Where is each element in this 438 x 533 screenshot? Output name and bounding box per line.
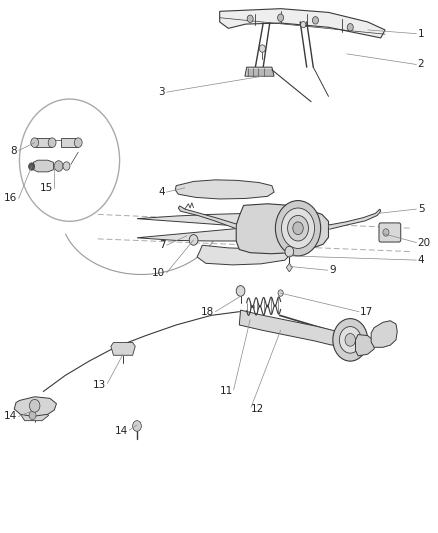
Circle shape bbox=[288, 215, 308, 241]
Circle shape bbox=[29, 411, 36, 419]
Circle shape bbox=[54, 161, 63, 171]
Circle shape bbox=[278, 290, 283, 296]
Text: 4: 4 bbox=[418, 255, 424, 265]
Polygon shape bbox=[197, 245, 292, 265]
Circle shape bbox=[28, 163, 35, 170]
Circle shape bbox=[31, 138, 39, 148]
Polygon shape bbox=[111, 343, 135, 356]
Text: 13: 13 bbox=[93, 379, 106, 390]
Text: 12: 12 bbox=[251, 404, 264, 414]
Circle shape bbox=[29, 399, 40, 412]
Text: 14: 14 bbox=[115, 426, 128, 437]
Circle shape bbox=[189, 235, 198, 245]
Circle shape bbox=[63, 162, 70, 170]
Polygon shape bbox=[328, 209, 381, 229]
Polygon shape bbox=[137, 213, 298, 241]
Text: 8: 8 bbox=[11, 146, 17, 156]
Text: 9: 9 bbox=[329, 265, 336, 275]
Text: 7: 7 bbox=[159, 240, 165, 250]
Text: 20: 20 bbox=[418, 238, 431, 247]
Circle shape bbox=[383, 229, 389, 236]
Text: 3: 3 bbox=[159, 87, 165, 97]
Text: 14: 14 bbox=[4, 411, 17, 422]
Polygon shape bbox=[286, 263, 293, 272]
Circle shape bbox=[339, 327, 361, 353]
Text: 11: 11 bbox=[219, 386, 233, 397]
Circle shape bbox=[48, 138, 56, 148]
Circle shape bbox=[259, 45, 265, 52]
Polygon shape bbox=[239, 310, 342, 345]
Circle shape bbox=[312, 17, 318, 24]
Polygon shape bbox=[245, 67, 274, 76]
Circle shape bbox=[333, 319, 367, 361]
Circle shape bbox=[347, 23, 353, 31]
Polygon shape bbox=[178, 206, 236, 228]
Polygon shape bbox=[33, 160, 53, 172]
Text: 1: 1 bbox=[418, 29, 424, 39]
Circle shape bbox=[293, 222, 303, 235]
Circle shape bbox=[276, 200, 321, 256]
Polygon shape bbox=[356, 335, 374, 356]
Circle shape bbox=[345, 334, 356, 346]
Polygon shape bbox=[371, 321, 397, 348]
Text: 15: 15 bbox=[40, 183, 53, 193]
Text: 5: 5 bbox=[418, 204, 424, 214]
Polygon shape bbox=[175, 180, 274, 199]
Circle shape bbox=[285, 246, 293, 257]
Circle shape bbox=[236, 286, 245, 296]
Text: 17: 17 bbox=[360, 306, 373, 317]
Text: 2: 2 bbox=[418, 60, 424, 69]
Circle shape bbox=[133, 421, 141, 431]
FancyBboxPatch shape bbox=[379, 223, 401, 242]
Circle shape bbox=[282, 208, 314, 248]
Text: 10: 10 bbox=[152, 268, 165, 278]
Polygon shape bbox=[14, 397, 57, 416]
Polygon shape bbox=[61, 138, 78, 148]
Text: 16: 16 bbox=[4, 193, 17, 204]
Polygon shape bbox=[35, 138, 52, 148]
Polygon shape bbox=[220, 9, 385, 38]
Circle shape bbox=[278, 14, 284, 21]
Circle shape bbox=[74, 138, 82, 148]
Circle shape bbox=[247, 15, 253, 22]
Polygon shape bbox=[21, 410, 49, 421]
Circle shape bbox=[300, 21, 306, 28]
Polygon shape bbox=[236, 204, 328, 254]
Text: 18: 18 bbox=[201, 306, 215, 317]
Text: 4: 4 bbox=[159, 187, 165, 197]
